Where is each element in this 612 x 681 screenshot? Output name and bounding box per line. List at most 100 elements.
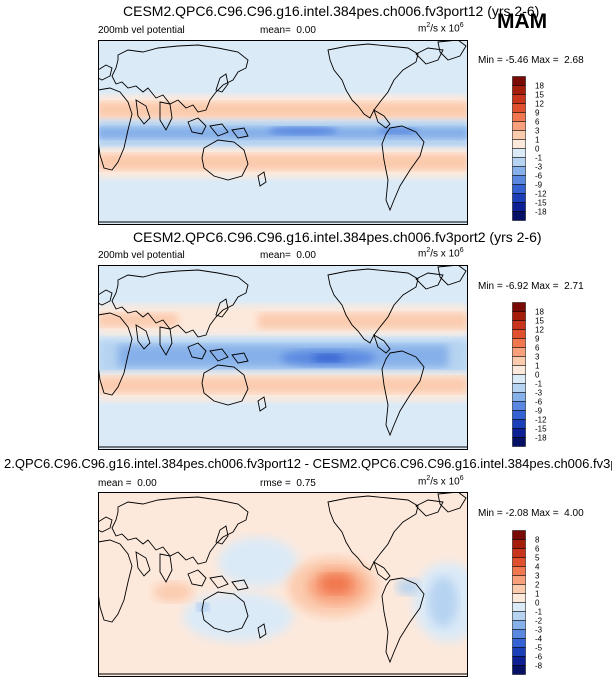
colorbar-swatch (512, 338, 526, 348)
colorbar-tick-label: 1 (535, 590, 540, 599)
panel2-mean: mean= 0.00 (260, 250, 316, 261)
colorbar-tick-label: -1 (535, 608, 543, 617)
colorbar-tick-label: -6 (535, 653, 543, 662)
colorbar-swatch (512, 638, 526, 648)
panel2-units: m2/s x 106 (418, 247, 464, 260)
colorbar-tick-label: 1 (535, 136, 540, 145)
colorbar-swatch (512, 139, 526, 149)
panel1-minmax: Min = -5.46 Max = 2.68 (478, 55, 584, 66)
colorbar-tick-label: 15 (535, 317, 544, 326)
colorbar-swatch (512, 593, 526, 603)
colorbar-tick-label: 3 (535, 127, 540, 136)
colorbar-tick-label: 4 (535, 563, 540, 572)
colorbar-tick-label: 3 (535, 572, 540, 581)
colorbar-tick-label: -6 (535, 172, 543, 181)
colorbar-tick-label: 12 (535, 100, 544, 109)
colorbar-tick-label: -3 (535, 626, 543, 635)
panel3-map (98, 492, 468, 677)
colorbar-swatch (512, 374, 526, 384)
colorbar-tick-label: -6 (535, 398, 543, 407)
colorbar-tick-label: 5 (535, 554, 540, 563)
colorbar-swatch (512, 121, 526, 131)
colorbar-swatch (512, 419, 526, 429)
colorbar-swatch (512, 166, 526, 176)
colorbar-swatch (512, 410, 526, 420)
colorbar-tick-label: -8 (535, 662, 543, 671)
colorbar-tick-label: -9 (535, 407, 543, 416)
colorbar-tick-label: -3 (535, 389, 543, 398)
colorbar-swatch (512, 557, 526, 567)
colorbar-swatch (512, 347, 526, 357)
colorbar-swatch (512, 130, 526, 140)
panel1-title: CESM2.QPC6.C96.C96.g16.intel.384pes.ch00… (123, 3, 540, 19)
panel3-units: m2/s x 106 (418, 475, 464, 488)
colorbar-swatch (512, 365, 526, 375)
colorbar-tick-label: -18 (535, 208, 547, 217)
colorbar-tick-label: 2 (535, 581, 540, 590)
colorbar-tick-label: 6 (535, 545, 540, 554)
panel1-map (98, 40, 468, 225)
colorbar-tick-label: 9 (535, 109, 540, 118)
colorbar-tick-label: 0 (535, 371, 540, 380)
colorbar-tick-label: -5 (535, 644, 543, 653)
colorbar-swatch (512, 94, 526, 104)
panel2-map (98, 265, 468, 450)
colorbar-swatch (512, 539, 526, 549)
colorbar-tick-label: 3 (535, 353, 540, 362)
colorbar-swatch (512, 76, 526, 86)
colorbar-tick-label: -9 (535, 181, 543, 190)
colorbar-tick-label: 15 (535, 91, 544, 100)
colorbar-swatch (512, 620, 526, 630)
colorbar-tick-label: 1 (535, 362, 540, 371)
colorbar-swatch (512, 302, 526, 312)
colorbar-swatch (512, 320, 526, 330)
colorbar-tick-label: 18 (535, 308, 544, 317)
colorbar-swatch (512, 656, 526, 666)
colorbar-swatch (512, 356, 526, 366)
colorbar-swatch (512, 112, 526, 122)
colorbar-tick-label: -12 (535, 190, 547, 199)
colorbar-swatch (512, 193, 526, 203)
colorbar-swatch (512, 148, 526, 158)
colorbar-tick-label: 6 (535, 118, 540, 127)
colorbar-swatch (512, 103, 526, 113)
colorbar-swatch (512, 329, 526, 339)
colorbar-tick-label: 18 (535, 82, 544, 91)
colorbar-swatch (512, 311, 526, 321)
panel3-mean: mean = 0.00 (98, 478, 157, 489)
colorbar-swatch (512, 211, 526, 221)
colorbar-tick-label: -1 (535, 380, 543, 389)
colorbar-swatch (512, 566, 526, 576)
colorbar-tick-label: -15 (535, 425, 547, 434)
colorbar-tick-label: -12 (535, 416, 547, 425)
colorbar-swatch (512, 401, 526, 411)
colorbar-tick-label: 9 (535, 335, 540, 344)
colorbar-tick-label: -1 (535, 154, 543, 163)
colorbar-tick-label: -4 (535, 635, 543, 644)
panel1-units: m2/s x 106 (418, 22, 464, 35)
colorbar-swatch (512, 647, 526, 657)
panel2-variable-label: 200mb vel potential (98, 250, 185, 261)
colorbar-tick-label: 6 (535, 344, 540, 353)
season-label: MAM (497, 10, 548, 33)
colorbar-swatch (512, 392, 526, 402)
colorbar-swatch (512, 665, 526, 675)
panel3-minmax: Min = -2.08 Max = 4.00 (478, 508, 584, 519)
colorbar-swatch (512, 629, 526, 639)
colorbar-swatch (512, 175, 526, 185)
colorbar-swatch (512, 184, 526, 194)
colorbar-tick-label: -18 (535, 434, 547, 443)
colorbar-swatch (512, 584, 526, 594)
colorbar-swatch (512, 575, 526, 585)
colorbar-swatch (512, 383, 526, 393)
colorbar-swatch (512, 428, 526, 438)
colorbar-swatch (512, 602, 526, 612)
colorbar-swatch (512, 202, 526, 212)
colorbar-swatch (512, 530, 526, 540)
colorbar-swatch (512, 157, 526, 167)
colorbar-swatch (512, 437, 526, 447)
panel3-title: 2.QPC6.C96.C96.g16.intel.384pes.ch006.fv… (4, 456, 612, 471)
panel2-minmax: Min = -6.92 Max = 2.71 (478, 281, 584, 292)
